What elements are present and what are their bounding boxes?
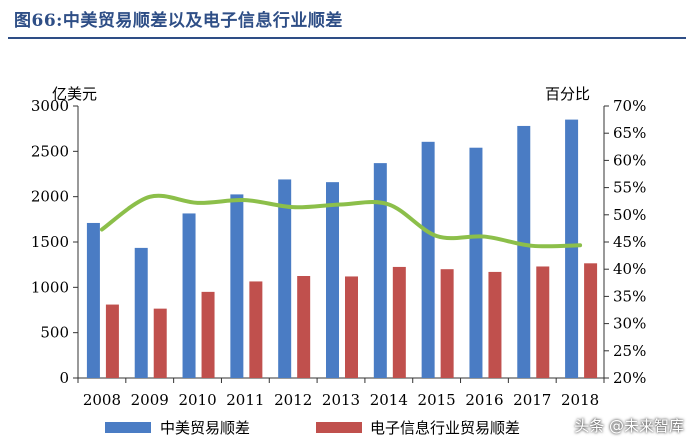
x-tick-label: 2009	[131, 391, 169, 409]
right-tick-label: 30%	[613, 315, 646, 333]
bar-trade-surplus	[326, 182, 339, 378]
bar-electronics-surplus	[345, 276, 358, 378]
bar-electronics-surplus	[297, 276, 311, 378]
x-tick-label: 2018	[561, 391, 599, 409]
right-axis-unit-label: 百分比	[545, 85, 590, 103]
right-tick-label: 25%	[613, 342, 646, 360]
share-line	[99, 193, 583, 249]
right-tick-label: 45%	[613, 233, 646, 251]
left-tick-label: 500	[40, 324, 69, 342]
x-tick-label: 2016	[465, 391, 503, 409]
x-tick-label: 2015	[418, 391, 456, 409]
right-tick-label: 55%	[613, 179, 646, 197]
bar-trade-surplus	[86, 222, 100, 378]
legend-swatch-bar2	[316, 422, 362, 433]
right-tick-label: 60%	[613, 151, 646, 169]
right-tick-label: 65%	[613, 124, 646, 142]
watermark: 头条 @未来智库	[574, 417, 684, 435]
legend-swatch-bar1	[105, 422, 151, 433]
bar-electronics-surplus	[392, 266, 406, 378]
bar-electronics-surplus	[153, 308, 167, 378]
plot-area: 0 500 1000 1500 2000 2500 3000 20% 25% 30% 35% 40% 4…	[31, 97, 647, 409]
bar-electronics-surplus	[249, 281, 263, 378]
right-tick-label: 20%	[613, 369, 646, 387]
x-tick-label: 2012	[274, 391, 312, 409]
x-tick-label: 2014	[370, 391, 408, 409]
bar-trade-surplus	[517, 125, 531, 379]
bar-trade-surplus	[421, 141, 435, 378]
bar-electronics-surplus	[201, 291, 215, 378]
legend: 中美贸易顺差 电子信息行业贸易顺差	[105, 419, 520, 437]
right-tick-label: 70%	[613, 97, 646, 115]
x-tick-label: 2008	[83, 391, 121, 409]
bar-trade-surplus	[565, 119, 579, 378]
bar-electronics-surplus	[584, 263, 598, 378]
right-tick-label: 40%	[613, 260, 646, 278]
left-tick-label: 1500	[31, 233, 69, 251]
bar-electronics-surplus	[536, 266, 550, 378]
x-tick-label: 2013	[322, 391, 360, 409]
bar-trade-surplus	[278, 179, 292, 378]
bar-trade-surplus	[469, 147, 483, 378]
left-axis-unit-label: 亿美元	[52, 85, 97, 103]
bar-trade-surplus	[373, 163, 387, 378]
bar-trade-surplus	[134, 247, 148, 378]
x-tick-label: 2011	[226, 391, 264, 409]
figure-title: 图66:中美贸易顺差以及电子信息行业顺差	[14, 11, 343, 31]
legend-label-bar2: 电子信息行业贸易顺差	[370, 419, 520, 437]
left-tick-label: 2500	[31, 142, 69, 160]
right-tick-label: 35%	[613, 287, 646, 305]
bar-trade-surplus	[230, 194, 244, 378]
title-rule	[8, 37, 686, 39]
left-tick-label: 3000	[31, 97, 69, 115]
bar-electronics-surplus	[105, 304, 119, 378]
legend-label-bar1: 中美贸易顺差	[160, 419, 250, 437]
left-tick-label: 0	[59, 369, 69, 387]
bar-electronics-surplus	[488, 271, 502, 378]
left-tick-label: 2000	[31, 188, 69, 206]
left-tick-label: 1000	[31, 278, 69, 296]
x-tick-label: 2010	[178, 391, 216, 409]
bar-trade-surplus	[182, 213, 196, 378]
right-tick-label: 50%	[613, 206, 646, 224]
bar-electronics-surplus	[440, 269, 454, 378]
x-tick-label: 2017	[513, 391, 551, 409]
